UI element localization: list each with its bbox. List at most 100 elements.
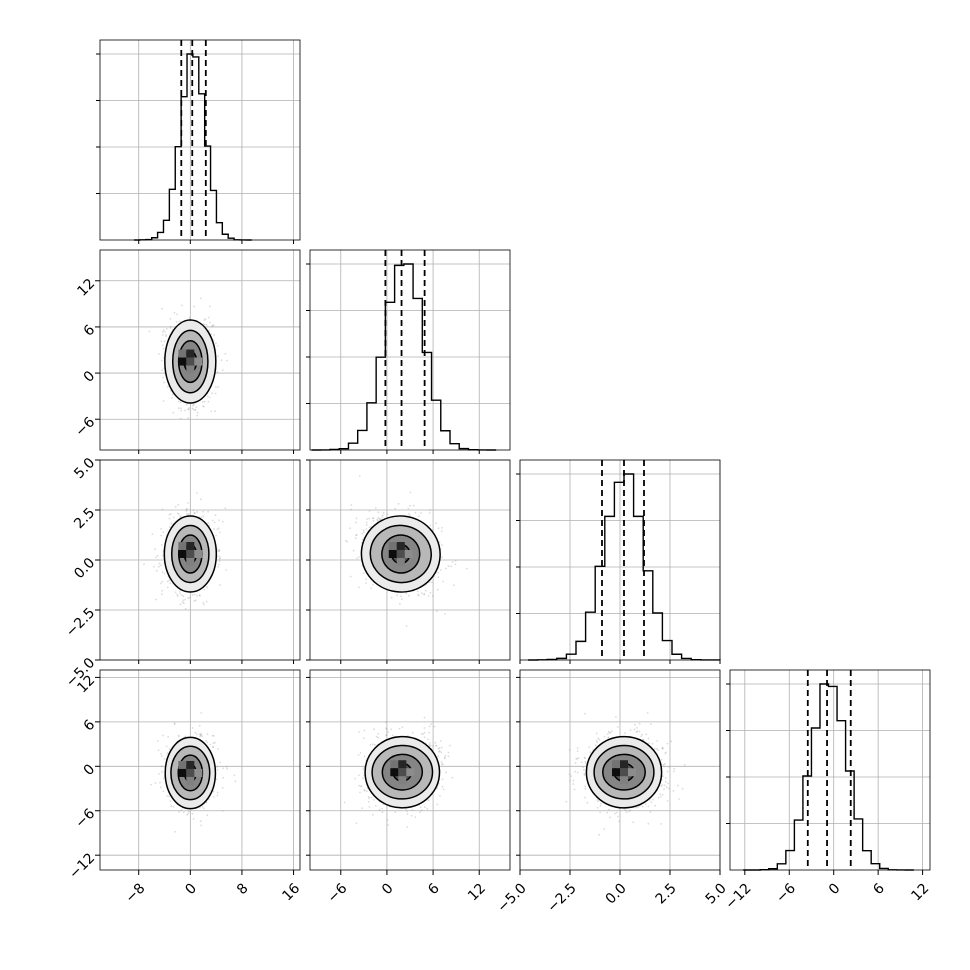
scatter-point — [161, 554, 164, 557]
scatter-point — [202, 510, 205, 513]
scatter-point — [233, 774, 236, 777]
scatter-point — [194, 731, 197, 734]
scatter-point — [598, 833, 600, 836]
density-cell — [186, 357, 195, 366]
scatter-point — [584, 712, 586, 715]
scatter-point — [429, 592, 432, 594]
scatter-point — [439, 569, 442, 571]
scatter-point — [418, 515, 420, 518]
scatter-point — [180, 409, 183, 412]
scatter-point — [186, 813, 189, 816]
scatter-point — [202, 405, 205, 408]
scatter-point — [163, 572, 166, 575]
scatter-point — [420, 733, 423, 735]
scatter-point — [406, 826, 409, 828]
scatter-point — [401, 726, 404, 729]
scatter-point — [362, 737, 365, 739]
scatter-point — [162, 790, 165, 793]
density-core — [388, 542, 413, 566]
scatter-point — [222, 767, 225, 770]
scatter-point — [432, 595, 434, 598]
scatter-point — [370, 796, 373, 799]
density-cell — [388, 550, 397, 558]
scatter-point — [214, 410, 217, 413]
scatter-point — [372, 517, 375, 520]
scatter-point — [169, 582, 172, 585]
scatter-point — [638, 722, 641, 725]
scatter-point — [362, 529, 365, 532]
histogram-step-line — [743, 683, 914, 871]
scatter-point — [203, 319, 206, 321]
scatter-point — [423, 736, 426, 739]
scatter-point — [440, 761, 443, 763]
scatter-point — [390, 728, 392, 731]
scatter-point — [198, 594, 201, 596]
scatter-point — [179, 320, 181, 323]
scatter-point — [215, 342, 217, 345]
scatter-point — [636, 726, 638, 729]
scatter-point — [214, 514, 217, 516]
scatter-point — [648, 742, 650, 744]
scatter-point — [412, 504, 415, 507]
scatter-point — [216, 371, 219, 373]
scatter-point — [212, 735, 215, 737]
scatter-point — [187, 417, 190, 419]
scatter-point — [569, 780, 571, 782]
scatter-point — [600, 802, 602, 805]
scatter-point — [180, 407, 182, 410]
density-cell — [178, 349, 187, 358]
scatter-point — [350, 508, 352, 511]
scatter-point — [420, 809, 423, 812]
scatter-point — [356, 557, 358, 560]
scatter-point — [359, 752, 362, 754]
scatter-point — [570, 775, 572, 777]
scatter-point — [439, 740, 442, 742]
scatter-point — [212, 790, 215, 793]
scatter-point — [188, 407, 191, 409]
scatter-point — [366, 518, 368, 520]
density-cell — [186, 550, 195, 558]
scatter-point — [193, 403, 195, 406]
scatter-point — [216, 528, 219, 531]
scatter-point — [234, 780, 237, 783]
scatter-point — [224, 507, 227, 510]
scatter-point — [365, 521, 368, 524]
scatter-point — [171, 397, 173, 399]
density-cell — [396, 550, 405, 558]
scatter-point — [160, 359, 163, 362]
scatter-point — [194, 593, 196, 596]
scatter-point — [160, 544, 163, 546]
scatter-point — [193, 512, 196, 514]
scatter-point — [365, 528, 368, 530]
scatter-point — [440, 530, 443, 532]
scatter-point — [358, 784, 360, 787]
scatter-point — [218, 555, 221, 558]
scatter-point — [163, 340, 166, 343]
scatter-point — [168, 748, 171, 750]
scatter-point — [437, 747, 440, 750]
scatter-point — [172, 805, 175, 808]
scatter-point — [212, 324, 215, 327]
scatter-point — [191, 594, 194, 596]
scatter-point — [647, 822, 650, 825]
scatter-point — [411, 809, 414, 812]
density-cell — [178, 357, 187, 366]
scatter-point — [373, 728, 375, 731]
scatter-point — [354, 777, 356, 780]
scatter-point — [361, 807, 364, 810]
scatter-point — [218, 550, 221, 553]
scatter-point — [202, 515, 205, 518]
scatter-point — [443, 613, 446, 615]
scatter-point — [162, 777, 165, 780]
scatter-point — [200, 498, 202, 501]
scatter-point — [175, 320, 178, 323]
scatter-point — [198, 595, 201, 597]
scatter-point — [387, 731, 389, 733]
scatter-point — [354, 537, 357, 540]
scatter-point — [179, 515, 182, 517]
scatter-point — [451, 776, 454, 779]
scatter-point — [574, 762, 577, 765]
scatter-point — [163, 758, 166, 760]
scatter-point — [408, 513, 410, 515]
density-cell — [178, 550, 187, 558]
